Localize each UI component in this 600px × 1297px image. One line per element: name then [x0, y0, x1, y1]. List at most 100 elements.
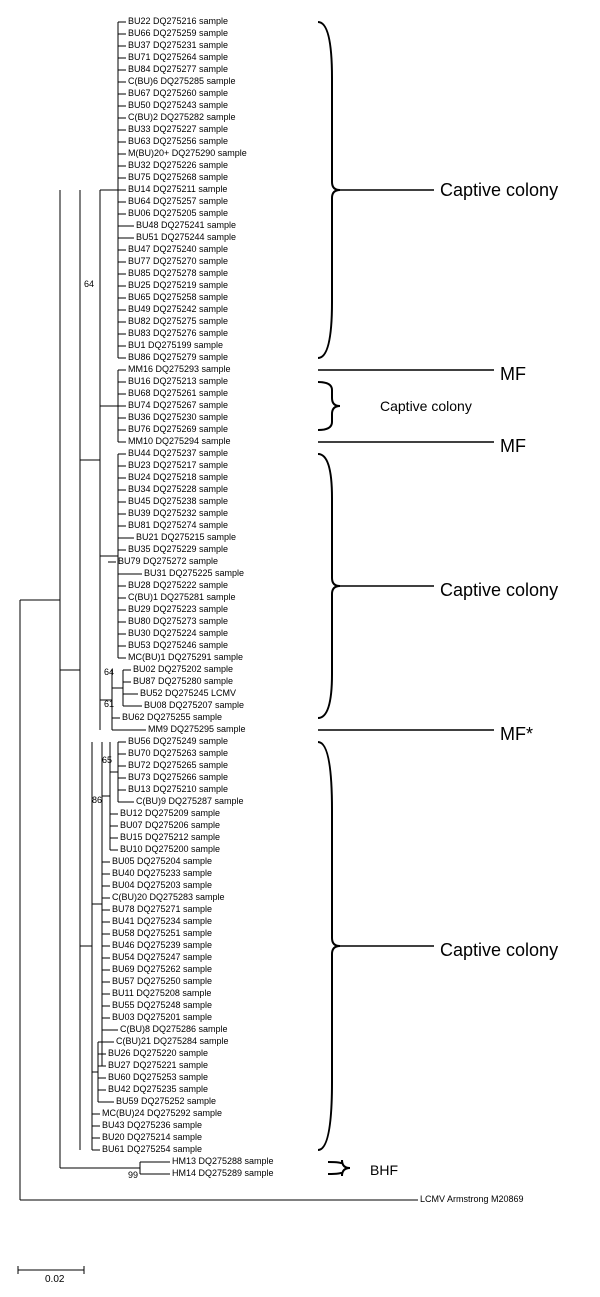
- taxon-BU68: BU68 DQ275261 sample: [128, 389, 228, 398]
- taxon-BU08: BU08 DQ275207 sample: [144, 701, 244, 710]
- group-label-7: BHF: [370, 1162, 398, 1178]
- taxon-BU73: BU73 DQ275266 sample: [128, 773, 228, 782]
- taxon-CBU9: C(BU)9 DQ275287 sample: [136, 797, 244, 806]
- group-label-4: Captive colony: [440, 580, 558, 601]
- taxon-BU13: BU13 DQ275210 sample: [128, 785, 228, 794]
- taxon-BU60: BU60 DQ275253 sample: [108, 1073, 208, 1082]
- taxon-BU20: BU20 DQ275214 sample: [102, 1133, 202, 1142]
- bootstrap-64-672: 64: [104, 667, 114, 677]
- taxon-BU44: BU44 DQ275237 sample: [128, 449, 228, 458]
- taxon-HM13: HM13 DQ275288 sample: [172, 1157, 274, 1166]
- taxon-BU33: BU33 DQ275227 sample: [128, 125, 228, 134]
- taxon-BU24: BU24 DQ275218 sample: [128, 473, 228, 482]
- taxon-BU50: BU50 DQ275243 sample: [128, 101, 228, 110]
- taxon-BU58: BU58 DQ275251 sample: [112, 929, 212, 938]
- taxon-BU30: BU30 DQ275224 sample: [128, 629, 228, 638]
- taxon-BU67: BU67 DQ275260 sample: [128, 89, 228, 98]
- taxon-MCBU1: MC(BU)1 DQ275291 sample: [128, 653, 243, 662]
- taxon-BU06: BU06 DQ275205 sample: [128, 209, 228, 218]
- taxon-BU40: BU40 DQ275233 sample: [112, 869, 212, 878]
- taxon-BU02: BU02 DQ275202 sample: [133, 665, 233, 674]
- taxon-BU71: BU71 DQ275264 sample: [128, 53, 228, 62]
- taxon-BU34: BU34 DQ275228 sample: [128, 485, 228, 494]
- taxon-BU03: BU03 DQ275201 sample: [112, 1013, 212, 1022]
- taxon-CBU2: C(BU)2 DQ275282 sample: [128, 113, 236, 122]
- taxon-BU23: BU23 DQ275217 sample: [128, 461, 228, 470]
- taxon-MBU20: M(BU)20+ DQ275290 sample: [128, 149, 247, 158]
- taxon-BU86: BU86 DQ275279 sample: [128, 353, 228, 362]
- taxon-BU14: BU14 DQ275211 sample: [128, 185, 227, 194]
- taxon-BU49: BU49 DQ275242 sample: [128, 305, 228, 314]
- taxon-BU36: BU36 DQ275230 sample: [128, 413, 228, 422]
- taxon-BU53: BU53 DQ275246 sample: [128, 641, 228, 650]
- taxon-MM9: MM9 DQ275295 sample: [148, 725, 246, 734]
- taxon-BU48: BU48 DQ275241 sample: [136, 221, 236, 230]
- taxon-BU39: BU39 DQ275232 sample: [128, 509, 228, 518]
- taxon-BU66: BU66 DQ275259 sample: [128, 29, 228, 38]
- taxon-BU77: BU77 DQ275270 sample: [128, 257, 228, 266]
- bootstrap-61-704: 61: [104, 699, 114, 709]
- taxon-CBU1: C(BU)1 DQ275281 sample: [128, 593, 236, 602]
- taxon-BU12: BU12 DQ275209 sample: [120, 809, 220, 818]
- taxon-BU65: BU65 DQ275258 sample: [128, 293, 228, 302]
- taxon-MM16: MM16 DQ275293 sample: [128, 365, 231, 374]
- taxon-BU32: BU32 DQ275226 sample: [128, 161, 228, 170]
- taxon-BU57: BU57 DQ275250 sample: [112, 977, 212, 986]
- taxon-CBU20: C(BU)20 DQ275283 sample: [112, 893, 225, 902]
- taxon-LCMV: LCMV Armstrong M20869: [420, 1195, 524, 1204]
- phylo-tree-diagram: { "layout": { "width": 600, "height": 12…: [0, 0, 600, 1297]
- taxon-BU52: BU52 DQ275245 LCMV: [140, 689, 236, 698]
- group-label-1: MF: [500, 364, 526, 385]
- taxon-BU80: BU80 DQ275273 sample: [128, 617, 228, 626]
- taxon-BU74: BU74 DQ275267 sample: [128, 401, 228, 410]
- taxon-BU21: BU21 DQ275215 sample: [136, 533, 236, 542]
- taxon-BU35: BU35 DQ275229 sample: [128, 545, 228, 554]
- taxon-BU63: BU63 DQ275256 sample: [128, 137, 228, 146]
- taxon-BU25: BU25 DQ275219 sample: [128, 281, 228, 290]
- bootstrap-64-284: 64: [84, 279, 94, 289]
- taxon-BU62: BU62 DQ275255 sample: [122, 713, 222, 722]
- bootstrap-99-1175: 99: [128, 1170, 138, 1180]
- group-label-5: MF*: [500, 724, 533, 745]
- group-label-3: MF: [500, 436, 526, 457]
- taxon-BU79: BU79 DQ275272 sample: [118, 557, 218, 566]
- taxon-BU64: BU64 DQ275257 sample: [128, 197, 228, 206]
- taxon-BU37: BU37 DQ275231 sample: [128, 41, 228, 50]
- taxon-BU1: BU1 DQ275199 sample: [128, 341, 223, 350]
- taxon-BU04: BU04 DQ275203 sample: [112, 881, 212, 890]
- taxon-BU26: BU26 DQ275220 sample: [108, 1049, 208, 1058]
- taxon-CBU8: C(BU)8 DQ275286 sample: [120, 1025, 228, 1034]
- taxon-BU16: BU16 DQ275213 sample: [128, 377, 228, 386]
- taxon-BU61: BU61 DQ275254 sample: [102, 1145, 202, 1154]
- taxon-BU81: BU81 DQ275274 sample: [128, 521, 228, 530]
- group-label-0: Captive colony: [440, 180, 558, 201]
- taxon-BU56: BU56 DQ275249 sample: [128, 737, 228, 746]
- taxon-BU43: BU43 DQ275236 sample: [102, 1121, 202, 1130]
- taxon-BU41: BU41 DQ275234 sample: [112, 917, 212, 926]
- taxon-BU69: BU69 DQ275262 sample: [112, 965, 212, 974]
- taxon-BU83: BU83 DQ275276 sample: [128, 329, 228, 338]
- taxon-BU72: BU72 DQ275265 sample: [128, 761, 228, 770]
- taxon-BU22: BU22 DQ275216 sample: [128, 17, 228, 26]
- taxon-BU76: BU76 DQ275269 sample: [128, 425, 228, 434]
- bootstrap-86-800: 86: [92, 795, 102, 805]
- taxon-BU31: BU31 DQ275225 sample: [144, 569, 244, 578]
- taxon-BU55: BU55 DQ275248 sample: [112, 1001, 212, 1010]
- taxon-BU28: BU28 DQ275222 sample: [128, 581, 228, 590]
- group-label-2: Captive colony: [380, 398, 472, 414]
- taxon-BU75: BU75 DQ275268 sample: [128, 173, 228, 182]
- taxon-CBU21: C(BU)21 DQ275284 sample: [116, 1037, 229, 1046]
- taxon-BU42: BU42 DQ275235 sample: [108, 1085, 208, 1094]
- taxon-BU54: BU54 DQ275247 sample: [112, 953, 212, 962]
- taxon-BU07: BU07 DQ275206 sample: [120, 821, 220, 830]
- taxon-MCBU24: MC(BU)24 DQ275292 sample: [102, 1109, 222, 1118]
- taxon-BU29: BU29 DQ275223 sample: [128, 605, 228, 614]
- group-label-6: Captive colony: [440, 940, 558, 961]
- taxon-BU78: BU78 DQ275271 sample: [112, 905, 212, 914]
- taxon-BU10: BU10 DQ275200 sample: [120, 845, 220, 854]
- taxon-BU59: BU59 DQ275252 sample: [116, 1097, 216, 1106]
- taxon-CBU6: C(BU)6 DQ275285 sample: [128, 77, 236, 86]
- taxon-BU46: BU46 DQ275239 sample: [112, 941, 212, 950]
- taxon-BU87: BU87 DQ275280 sample: [133, 677, 233, 686]
- taxon-BU47: BU47 DQ275240 sample: [128, 245, 228, 254]
